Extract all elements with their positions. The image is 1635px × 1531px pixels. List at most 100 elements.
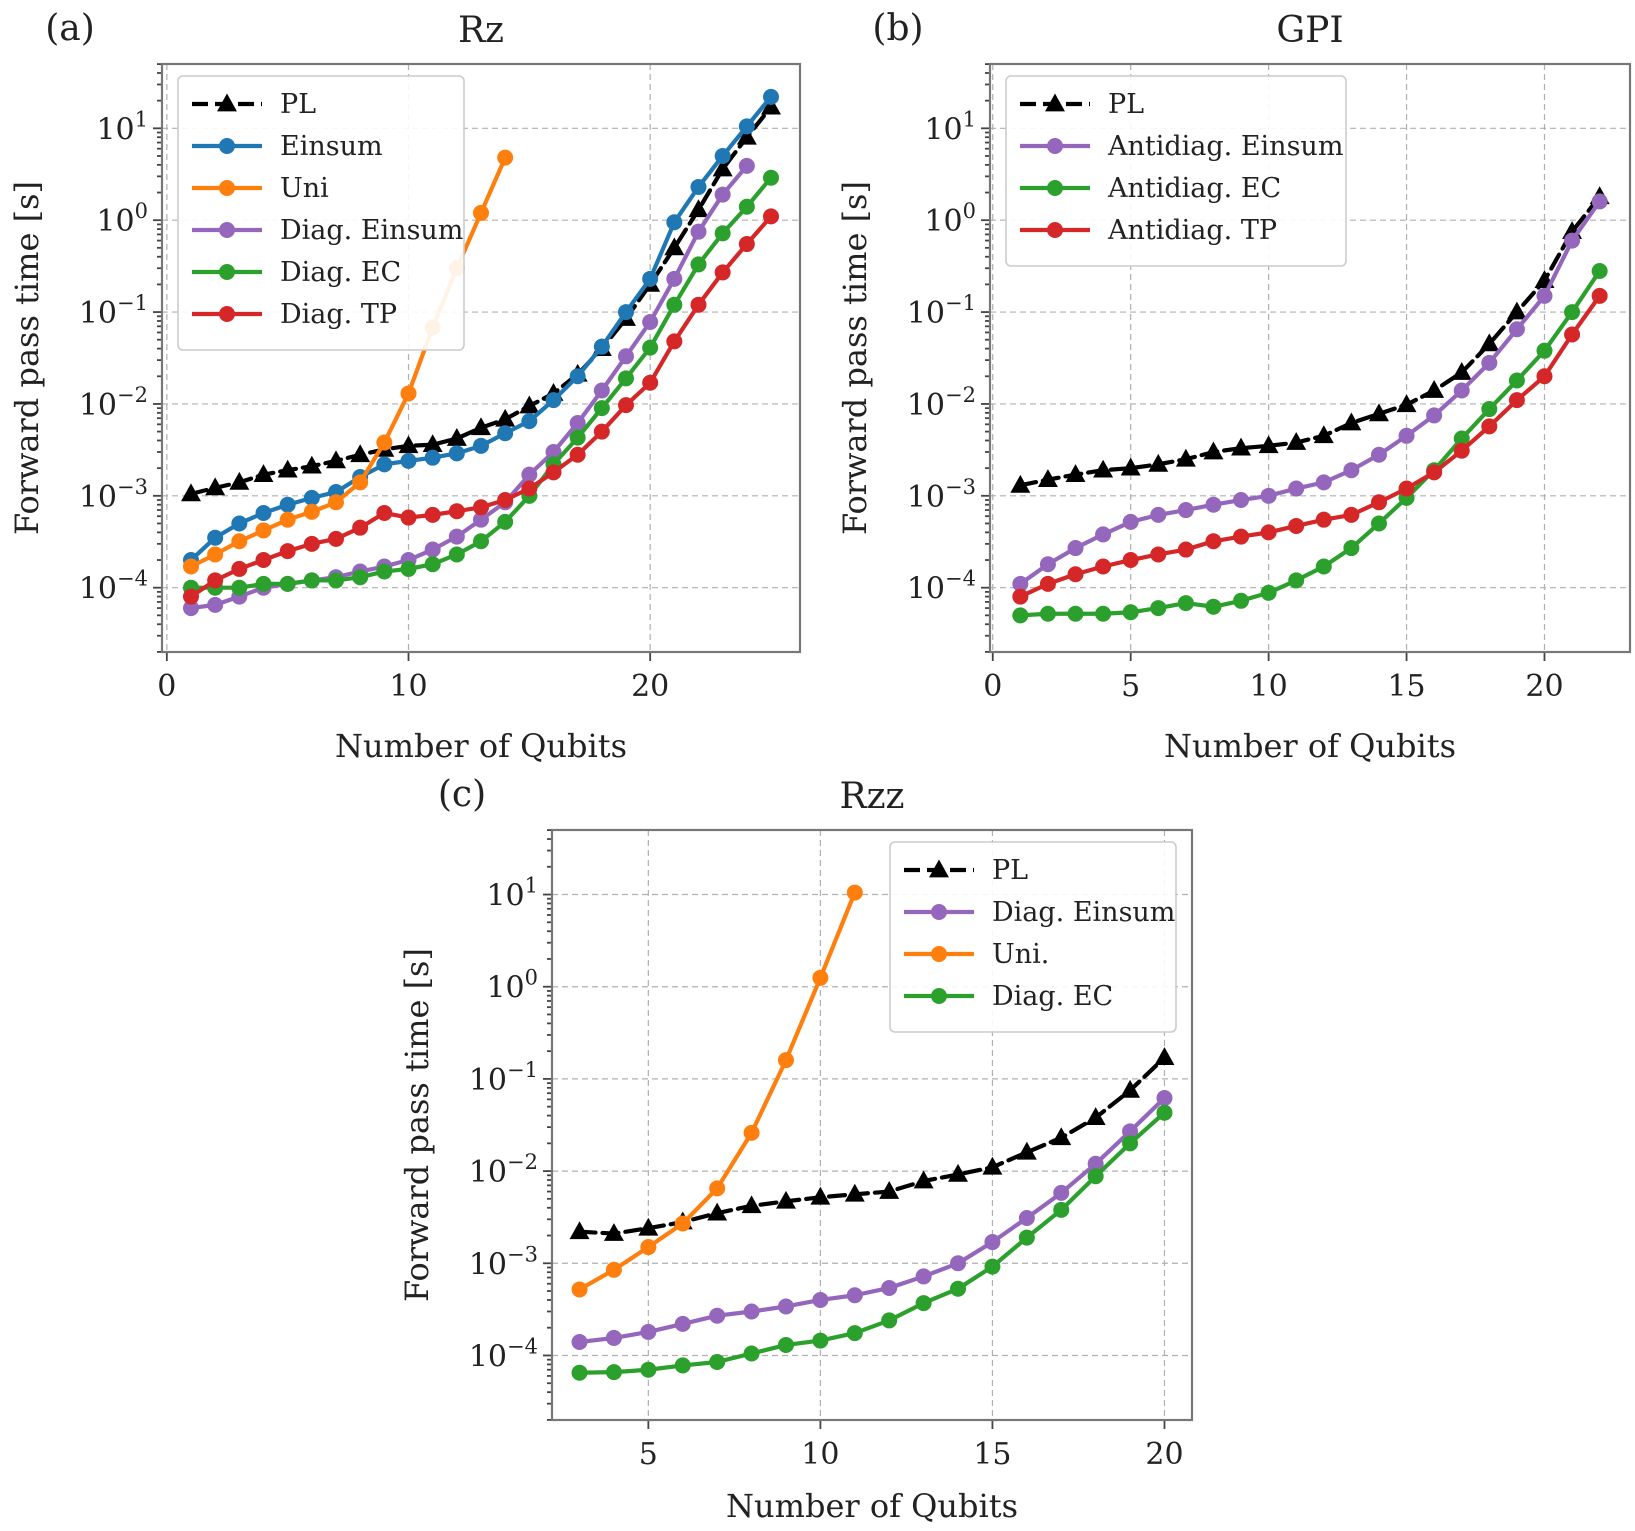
- y-axis-label: Forward pass time [s]: [398, 948, 436, 1302]
- data-point-antidiag-tp: [1095, 558, 1112, 575]
- legend-swatch-marker: [219, 138, 235, 154]
- data-point-uni: [328, 494, 344, 511]
- data-point-pl: [664, 237, 685, 256]
- data-point-pl: [1154, 1047, 1175, 1066]
- y-tick-exponent: 0: [135, 199, 148, 223]
- data-point-diag-einsum: [424, 541, 441, 558]
- data-point-pl: [1051, 1127, 1072, 1146]
- y-tick-exponent: −3: [507, 1242, 538, 1266]
- data-point-diag-ec: [231, 579, 248, 596]
- data-point-einsum: [521, 413, 538, 430]
- x-tick-label: 10: [801, 1437, 839, 1472]
- data-point-pl: [1065, 464, 1086, 482]
- data-point-pl: [1175, 448, 1196, 467]
- data-point-antidiag-tp: [1370, 494, 1387, 511]
- data-point-antidiag-tp: [1398, 480, 1415, 497]
- series-pl: [569, 1047, 1175, 1241]
- data-point-antidiag-ec: [1205, 598, 1222, 615]
- data-point-antidiag-einsum: [1453, 382, 1470, 399]
- series-line-uni: [577, 890, 857, 1292]
- data-point-diag-tp: [521, 480, 538, 497]
- y-tick-base: 10: [96, 112, 134, 147]
- legend-frame: [1005, 75, 1347, 267]
- data-point-diag-tp: [255, 552, 272, 569]
- data-point-diag-tp: [545, 464, 562, 481]
- y-tick-base: 10: [469, 1247, 507, 1282]
- data-point-diag-ec: [950, 1280, 967, 1297]
- data-point-diag-ec: [1122, 1135, 1139, 1152]
- legend-label: Diag. EC: [992, 981, 1113, 1012]
- data-point-antidiag-tp: [1233, 528, 1250, 545]
- y-axis-label: Forward pass time [s]: [836, 181, 874, 535]
- data-point-pl: [638, 1217, 659, 1236]
- data-point-diag-tp: [690, 296, 707, 313]
- data-point-antidiag-tp: [1481, 418, 1498, 435]
- data-point-antidiag-ec: [1536, 342, 1553, 359]
- data-point-diag-tp: [738, 236, 755, 253]
- data-point-einsum: [207, 529, 224, 546]
- data-point-pl: [1424, 380, 1445, 398]
- data-point-diag-tp: [714, 264, 731, 281]
- legend: PL Diag. Einsum Uni. Diag. EC: [889, 841, 1177, 1033]
- y-tick-label: 10−3: [907, 475, 976, 515]
- y-tick-exponent: 0: [525, 966, 538, 990]
- data-point-diag-tp: [303, 535, 320, 552]
- legend-label: Uni: [280, 173, 329, 204]
- y-tick-label: 10−4: [469, 1334, 538, 1374]
- data-point-diag-einsum: [846, 1287, 863, 1304]
- legend-swatch-marker: [1047, 222, 1063, 238]
- data-point-diag-ec: [1156, 1104, 1173, 1121]
- y-tick-exponent: −4: [945, 567, 976, 591]
- y-tick-base: 10: [469, 1155, 507, 1190]
- data-point-diag-einsum: [1053, 1184, 1070, 1201]
- data-point-antidiag-einsum: [1343, 462, 1360, 479]
- data-point-einsum: [545, 392, 562, 409]
- data-point-pl: [253, 464, 274, 482]
- data-point-antidiag-einsum: [1288, 480, 1305, 497]
- data-point-diag-ec: [1053, 1201, 1070, 1218]
- series-uni: [571, 884, 863, 1298]
- y-tick-exponent: −3: [117, 475, 148, 499]
- data-point-diag-ec: [569, 429, 586, 446]
- y-tick-label: 101: [924, 107, 976, 147]
- series-diag-ec: [183, 169, 779, 596]
- series-line-antidiag-tp: [1018, 293, 1602, 599]
- data-point-uni: [777, 1052, 794, 1069]
- data-point-diag-tp: [328, 530, 344, 547]
- y-tick-exponent: −2: [117, 383, 148, 407]
- data-point-antidiag-einsum: [1315, 474, 1332, 491]
- data-point-antidiag-einsum: [1536, 287, 1553, 304]
- data-point-diag-einsum: [183, 600, 199, 617]
- data-point-pl: [1479, 333, 1500, 352]
- data-point-einsum: [738, 118, 755, 135]
- y-tick-label: 10−1: [907, 291, 976, 331]
- legend-label: Diag. TP: [280, 299, 397, 330]
- data-point-diag-einsum: [738, 157, 755, 174]
- y-tick-base: 10: [486, 879, 524, 914]
- data-point-diag-ec: [763, 169, 779, 186]
- y-tick-base: 10: [79, 572, 117, 607]
- data-point-einsum: [618, 304, 634, 321]
- data-point-antidiag-tp: [1260, 524, 1277, 541]
- data-point-antidiag-einsum: [1481, 354, 1498, 371]
- y-tick-base: 10: [79, 480, 117, 515]
- data-point-diag-tp: [569, 446, 586, 463]
- x-tick-label: 15: [1387, 669, 1425, 704]
- legend-swatch-marker: [931, 988, 947, 1004]
- data-point-diag-ec: [328, 572, 344, 589]
- data-point-diag-einsum: [777, 1298, 794, 1315]
- data-point-uni: [571, 1281, 588, 1298]
- legend-swatch-marker: [219, 180, 235, 196]
- data-point-diag-einsum: [881, 1279, 898, 1296]
- panel-letter: (a): [45, 8, 95, 49]
- data-point-pl: [1093, 459, 1114, 478]
- data-point-pl: [1016, 1141, 1037, 1160]
- data-point-antidiag-einsum: [1260, 487, 1277, 504]
- data-point-uni: [846, 884, 863, 901]
- data-point-pl: [1010, 474, 1031, 493]
- data-point-diag-ec: [881, 1312, 898, 1329]
- data-point-uni: [709, 1180, 726, 1197]
- legend-swatch-marker: [929, 859, 949, 878]
- series-antidiag-einsum: [1012, 193, 1608, 592]
- data-point-antidiag-ec: [1591, 262, 1608, 279]
